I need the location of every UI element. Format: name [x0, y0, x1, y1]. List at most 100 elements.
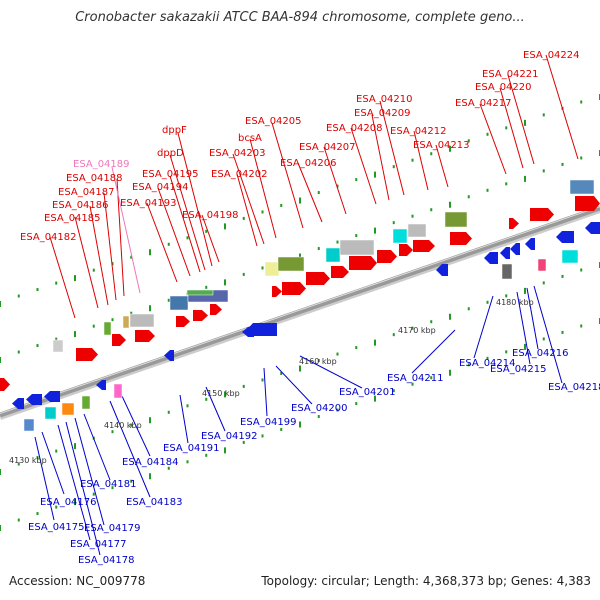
gene-label-esa_04216[interactable]: ESA_04216 — [512, 348, 569, 359]
gene-label-esa_04192[interactable]: ESA_04192 — [201, 431, 258, 442]
leader-line — [275, 365, 313, 405]
gene-label-esa_04184[interactable]: ESA_04184 — [122, 457, 179, 468]
gene-label-esa_04207[interactable]: ESA_04207 — [299, 142, 356, 153]
backbone-highlight — [0, 206, 600, 414]
gene-label-esa_04217[interactable]: ESA_04217 — [455, 98, 512, 109]
forward-gene — [112, 334, 126, 346]
scale-tick — [242, 272, 245, 276]
gene-label-esa_04213[interactable]: ESA_04213 — [413, 140, 470, 151]
gene-label-esa_04178[interactable]: ESA_04178 — [78, 555, 135, 566]
leader-line — [516, 291, 531, 365]
gene-label-esa_04186[interactable]: ESA_04186 — [52, 200, 109, 211]
gene-label-esa_04203[interactable]: ESA_04203 — [209, 148, 266, 159]
gene-label-esa_04181[interactable]: ESA_04181 — [80, 479, 137, 490]
forward-gene — [0, 378, 10, 391]
gene-label-esa_04202[interactable]: ESA_04202 — [211, 169, 268, 180]
gene-label-esa_04199[interactable]: ESA_04199 — [240, 417, 297, 428]
gene-label-esa_04189[interactable]: ESA_04189 — [73, 159, 130, 170]
accession-text: Accession: NC_009778 — [9, 574, 146, 588]
gene-label-esa_04201[interactable]: ESA_04201 — [339, 387, 396, 398]
scale-tick — [280, 203, 283, 207]
scale-tick — [149, 305, 151, 312]
scale-tick — [111, 486, 114, 490]
gene-label-esa_04195[interactable]: ESA_04195 — [142, 169, 199, 180]
gene-label-esa_04209[interactable]: ESA_04209 — [354, 108, 411, 119]
gene-label-dppd[interactable]: dppD — [157, 148, 184, 159]
gene-label-esa_04220[interactable]: ESA_04220 — [475, 82, 532, 93]
gene-label-esa_04183[interactable]: ESA_04183 — [126, 497, 183, 508]
leader-line — [83, 413, 111, 481]
reverse-gene — [12, 398, 24, 409]
gene-label-esa_04188[interactable]: ESA_04188 — [66, 173, 123, 184]
leader-line — [299, 355, 363, 389]
gene-label-esa_04182[interactable]: ESA_04182 — [20, 232, 77, 243]
gene-label-esa_04208[interactable]: ESA_04208 — [326, 123, 383, 134]
scale-tick — [430, 152, 433, 156]
scale-tick — [36, 456, 39, 460]
scale-labels: 4130 kbp 4140 kbp 4150 kbp 4160 kbp 4170 kbp… — [9, 298, 534, 465]
leader-line — [146, 202, 178, 283]
gene-label-esa_04205[interactable]: ESA_04205 — [245, 116, 302, 127]
gene-label-esa_04218[interactable]: ESA_04218 — [548, 382, 600, 393]
forward-gene — [135, 330, 155, 342]
gene-label-esa_04198[interactable]: ESA_04198 — [182, 210, 239, 221]
scale-tick — [130, 423, 133, 427]
gene-label-esa_04194[interactable]: ESA_04194 — [132, 182, 189, 193]
gene-label-esa_04212[interactable]: ESA_04212 — [390, 126, 447, 137]
scale-tick — [205, 453, 208, 457]
scale-tick — [149, 249, 151, 256]
gene-label-esa_04210[interactable]: ESA_04210 — [356, 94, 413, 105]
gene-label-esa_04175[interactable]: ESA_04175 — [28, 522, 85, 533]
scale-tick — [74, 275, 76, 282]
scale-tick — [36, 288, 39, 292]
forward-gene — [331, 266, 349, 278]
gene-label-esa_04179[interactable]: ESA_04179 — [84, 523, 141, 534]
scale-tick — [224, 391, 226, 398]
leader-line — [109, 400, 151, 498]
gene-label-esa_04215[interactable]: ESA_04215 — [490, 364, 547, 375]
gene-label-esa_04211[interactable]: ESA_04211 — [387, 373, 444, 384]
scale-tick — [167, 410, 170, 414]
scale-tick — [580, 100, 583, 104]
scale-tick — [17, 518, 20, 522]
gene-label-esa_04187[interactable]: ESA_04187 — [58, 187, 115, 198]
gene-label-esa_04193[interactable]: ESA_04193 — [120, 198, 177, 209]
leader-line — [65, 421, 101, 556]
gene-label-esa_04224[interactable]: ESA_04224 — [523, 50, 580, 61]
gene-label-esa_04214[interactable]: ESA_04214 — [459, 358, 516, 369]
scale-tick — [561, 274, 564, 278]
gene-block — [61, 402, 75, 416]
leader-line — [507, 74, 535, 165]
gene-label-esa_04191[interactable]: ESA_04191 — [163, 443, 220, 454]
scale-tick — [0, 469, 1, 475]
scale-tick — [92, 324, 95, 328]
gene-block — [44, 406, 57, 420]
gene-label-dppf[interactable]: dppF — [162, 125, 187, 136]
scale-tick — [55, 281, 58, 285]
gene-label-esa_04221[interactable]: ESA_04221 — [482, 69, 539, 80]
leader-line — [526, 287, 539, 350]
scale-tick — [74, 499, 76, 506]
gene-label-esa_04177[interactable]: ESA_04177 — [70, 539, 127, 550]
gene-label-esa_04176[interactable]: ESA_04176 — [40, 497, 97, 508]
gene-label-esa_04206[interactable]: ESA_04206 — [280, 158, 337, 169]
scale-tick — [224, 447, 226, 454]
scale-tick — [336, 408, 339, 412]
gene-label-bcsa[interactable]: bcsA — [238, 133, 262, 144]
scale-tick — [317, 247, 320, 251]
forward-gene — [76, 348, 98, 361]
scale-tick — [336, 240, 339, 244]
gene-label-esa_04185[interactable]: ESA_04185 — [44, 213, 101, 224]
leader-line — [121, 395, 151, 457]
scale-tick — [299, 365, 301, 372]
scale-tick — [524, 287, 526, 294]
leader-line — [179, 394, 189, 444]
leader-line — [41, 431, 65, 495]
summary-text: Topology: circular; Length: 4,368,373 bp… — [261, 574, 591, 588]
forward-gene — [450, 232, 472, 245]
forward-gene — [399, 244, 413, 256]
gene-label-esa_04200[interactable]: ESA_04200 — [291, 403, 348, 414]
forward-gene — [575, 196, 600, 211]
scale-tick — [261, 210, 264, 214]
